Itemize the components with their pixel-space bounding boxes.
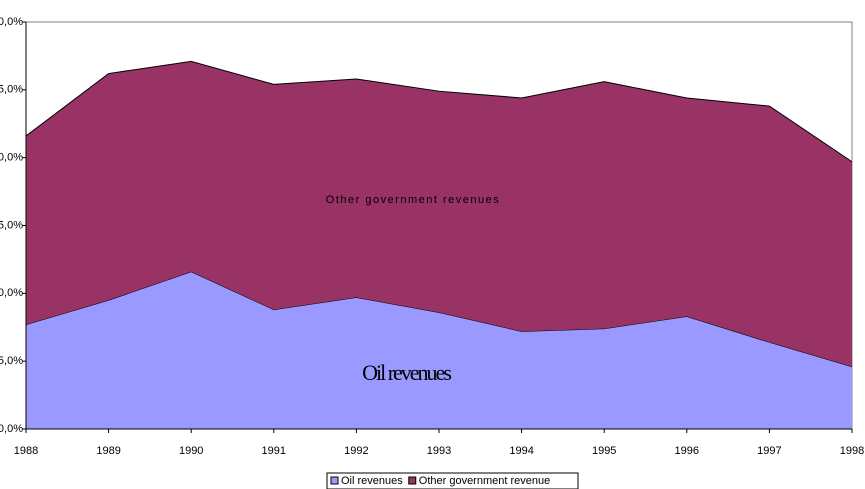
y-tick-label: 20,0% xyxy=(0,152,23,164)
legend xyxy=(326,472,579,489)
area-edge xyxy=(25,271,853,368)
annotation: Other government revenues xyxy=(326,194,500,206)
x-tick-label: 1992 xyxy=(344,445,368,457)
area-fill xyxy=(26,61,852,367)
area-fill xyxy=(26,271,852,429)
area-edge xyxy=(25,60,853,163)
x-tick-label: 1996 xyxy=(675,445,699,457)
x-tick-label: 1994 xyxy=(509,445,533,457)
legend-swatch xyxy=(330,476,339,485)
areas xyxy=(25,60,853,429)
x-tick-label: 1990 xyxy=(179,445,203,457)
x-tick-label: 1988 xyxy=(14,445,38,457)
y-tick-label: 15,0% xyxy=(0,219,23,231)
y-tick-label: 30,0% xyxy=(0,16,23,28)
x-tick-label: 1991 xyxy=(262,445,286,457)
annotation: Oil revenues xyxy=(362,360,451,385)
legend-label: Oil revenues xyxy=(341,475,403,487)
y-tick-label: 25,0% xyxy=(0,84,23,96)
x-tick-label: 1995 xyxy=(592,445,616,457)
legend-swatch xyxy=(408,476,417,485)
y-tick-label: 0,0% xyxy=(0,423,23,435)
x-tick-label: 1997 xyxy=(757,445,781,457)
y-tick-label: 10,0% xyxy=(0,287,23,299)
y-tick-label: 5,0% xyxy=(0,355,23,367)
x-tick-label: 1989 xyxy=(96,445,120,457)
x-tick-label: 1993 xyxy=(427,445,451,457)
x-tick-label: 1998 xyxy=(840,445,864,457)
legend-label: Other government revenue xyxy=(419,475,550,487)
